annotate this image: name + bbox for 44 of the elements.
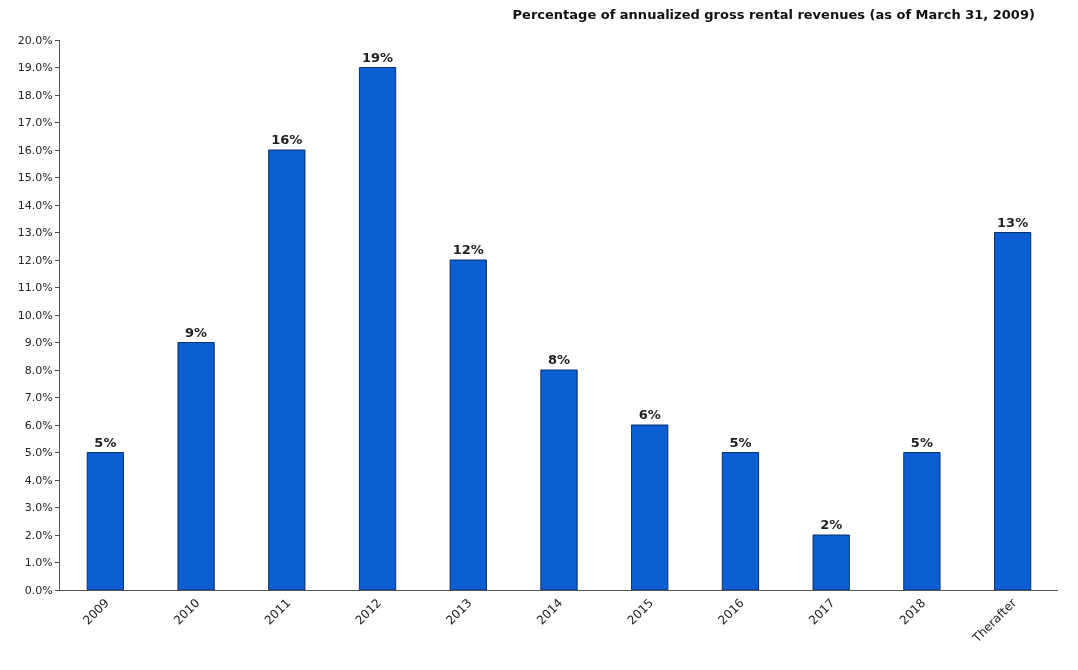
y-tick-label: 7.0% [24,391,53,405]
y-tick-label: 4.0% [24,473,53,487]
y-tick-label: 5.0% [24,446,53,460]
chart-title: Percentage of annualized gross rental revenues (as of March 31, 2009) [512,7,1035,23]
y-tick-label: 11.0% [17,281,53,295]
data-label: 9% [185,324,208,340]
bar [86,452,125,590]
bar [449,259,487,590]
data-label: 5% [94,434,117,450]
y-tick-label: 17.0% [17,116,53,130]
y-tick-label: 10.0% [17,308,53,322]
y-tick-label: 8.0% [24,363,53,377]
y-tick-label: 1.0% [24,556,53,570]
y-tick-label: 16.0% [17,143,53,157]
data-label: 16% [271,132,303,147]
y-tick-label: 13.0% [17,226,53,240]
data-label: 8% [547,352,571,367]
y-tick-label: 3.0% [24,501,53,515]
data-label: 2% [820,517,843,532]
y-tick-label: 18.0% [17,88,53,102]
y-tick-label: 12.0% [17,253,53,267]
y-tick-label: 19.0% [17,61,53,75]
bar [177,342,215,590]
data-label: 13% [997,214,1029,230]
bar [721,452,760,590]
y-tick-label: 6.0% [24,418,53,432]
bar [903,452,941,590]
bar [358,67,397,590]
data-label: 19% [361,49,394,65]
data-label: 5% [729,434,752,450]
bar [812,534,850,590]
bar [268,149,306,590]
data-label: 6% [638,407,661,422]
data-label: 5% [910,434,933,450]
y-tick-label: 15.0% [17,171,53,185]
y-tick-label: 14.0% [17,198,53,212]
bar [540,369,578,590]
bar [993,232,1032,590]
bar [631,424,669,590]
y-tick-label: 0.0% [24,583,53,597]
y-tick-label: 9.0% [24,336,53,350]
data-label: 12% [452,242,484,257]
y-tick-label: 20.0% [17,33,53,47]
y-tick-label: 2.0% [24,528,53,542]
